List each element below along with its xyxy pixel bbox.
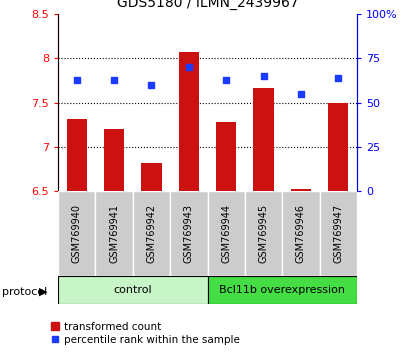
Bar: [245, 191, 282, 276]
Text: GSM769944: GSM769944: [221, 204, 231, 263]
Point: [223, 77, 229, 82]
Text: GSM769940: GSM769940: [72, 204, 82, 263]
Bar: [208, 276, 357, 304]
Bar: [95, 191, 133, 276]
Title: GDS5180 / ILMN_2439967: GDS5180 / ILMN_2439967: [117, 0, 298, 10]
Bar: [133, 191, 170, 276]
Bar: [104, 129, 124, 191]
Bar: [66, 119, 87, 191]
Bar: [58, 191, 95, 276]
Text: Bcl11b overexpression: Bcl11b overexpression: [219, 285, 345, 295]
Point: [186, 64, 192, 70]
Text: GSM769946: GSM769946: [296, 204, 306, 263]
Legend: transformed count, percentile rank within the sample: transformed count, percentile rank withi…: [47, 317, 244, 349]
Point: [73, 77, 80, 82]
Bar: [58, 276, 208, 304]
Text: GSM769943: GSM769943: [184, 204, 194, 263]
Point: [335, 75, 342, 81]
Text: ▶: ▶: [39, 287, 48, 297]
Point: [148, 82, 155, 88]
Text: control: control: [113, 285, 152, 295]
Point: [298, 91, 304, 97]
Bar: [178, 52, 199, 191]
Text: GSM769947: GSM769947: [333, 204, 343, 263]
Point: [260, 73, 267, 79]
Bar: [282, 191, 320, 276]
Bar: [320, 191, 357, 276]
Text: GSM769941: GSM769941: [109, 204, 119, 263]
Text: GSM769942: GSM769942: [146, 204, 156, 263]
Bar: [253, 88, 274, 191]
Text: protocol: protocol: [2, 287, 47, 297]
Point: [111, 77, 117, 82]
Text: GSM769945: GSM769945: [259, 204, 269, 263]
Bar: [290, 188, 311, 191]
Bar: [208, 191, 245, 276]
Bar: [328, 103, 349, 191]
Bar: [170, 191, 208, 276]
Bar: [216, 122, 237, 191]
Bar: [141, 163, 162, 191]
